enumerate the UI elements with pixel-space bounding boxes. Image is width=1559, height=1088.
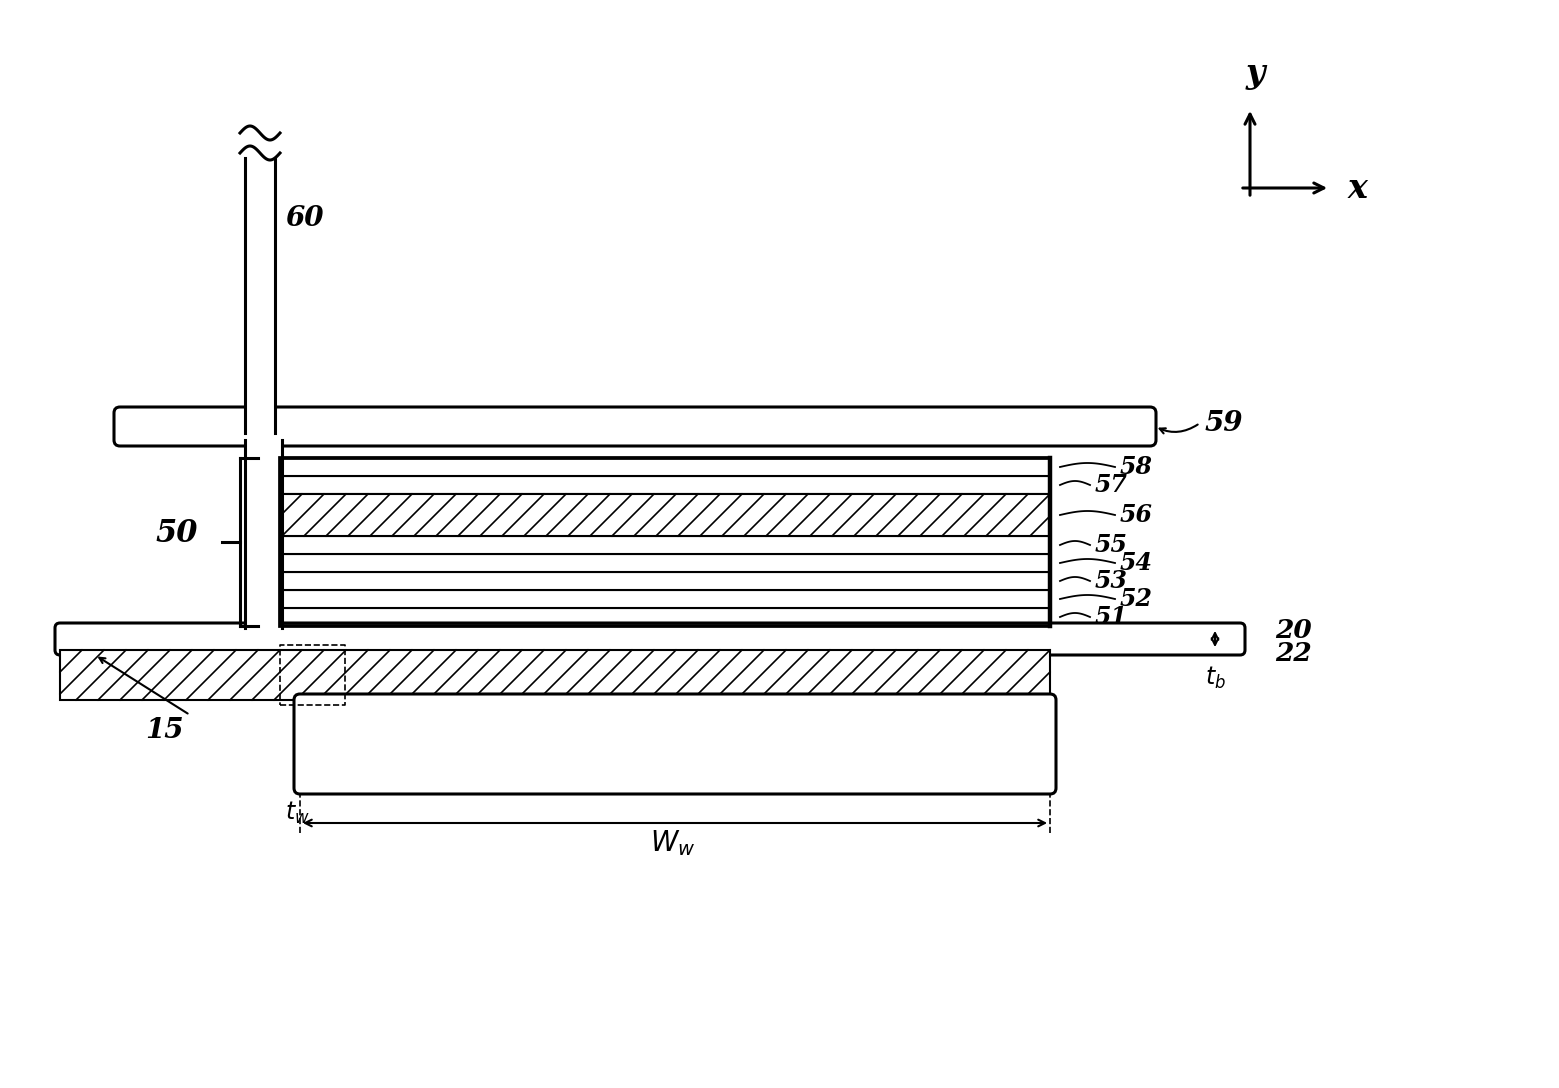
Text: 52: 52 — [1119, 588, 1154, 611]
FancyBboxPatch shape — [55, 623, 1246, 655]
Bar — [281, 554, 1051, 572]
Bar — [281, 572, 1051, 590]
Bar — [281, 494, 1051, 536]
Text: 51: 51 — [1094, 605, 1129, 629]
Text: 10: 10 — [800, 720, 837, 745]
Text: 22: 22 — [1275, 641, 1311, 666]
Text: $t_w$: $t_w$ — [285, 800, 310, 826]
Bar — [281, 477, 1051, 494]
Text: 53: 53 — [1094, 569, 1129, 593]
FancyBboxPatch shape — [295, 694, 1055, 794]
Text: 57: 57 — [1094, 473, 1129, 497]
Bar — [281, 458, 1051, 477]
Text: $W_w$: $W_w$ — [650, 828, 695, 858]
Text: 12: 12 — [800, 755, 837, 780]
Text: 56: 56 — [1119, 503, 1154, 527]
Text: 15: 15 — [145, 717, 184, 743]
Text: 50: 50 — [154, 518, 198, 548]
Text: 54: 54 — [1119, 551, 1154, 574]
Text: 55: 55 — [1094, 533, 1129, 557]
FancyBboxPatch shape — [114, 407, 1157, 446]
Bar — [59, 650, 1051, 700]
Text: 59: 59 — [1205, 409, 1244, 436]
Bar — [281, 590, 1051, 608]
Text: 20: 20 — [1275, 618, 1311, 643]
Bar — [281, 608, 1051, 626]
Text: 58: 58 — [1119, 455, 1154, 479]
Text: x: x — [1349, 172, 1367, 205]
Text: $t_b$: $t_b$ — [1205, 665, 1225, 691]
Text: 60: 60 — [285, 205, 324, 232]
Bar — [281, 458, 1051, 626]
Bar — [281, 536, 1051, 554]
Text: y: y — [1246, 57, 1264, 90]
